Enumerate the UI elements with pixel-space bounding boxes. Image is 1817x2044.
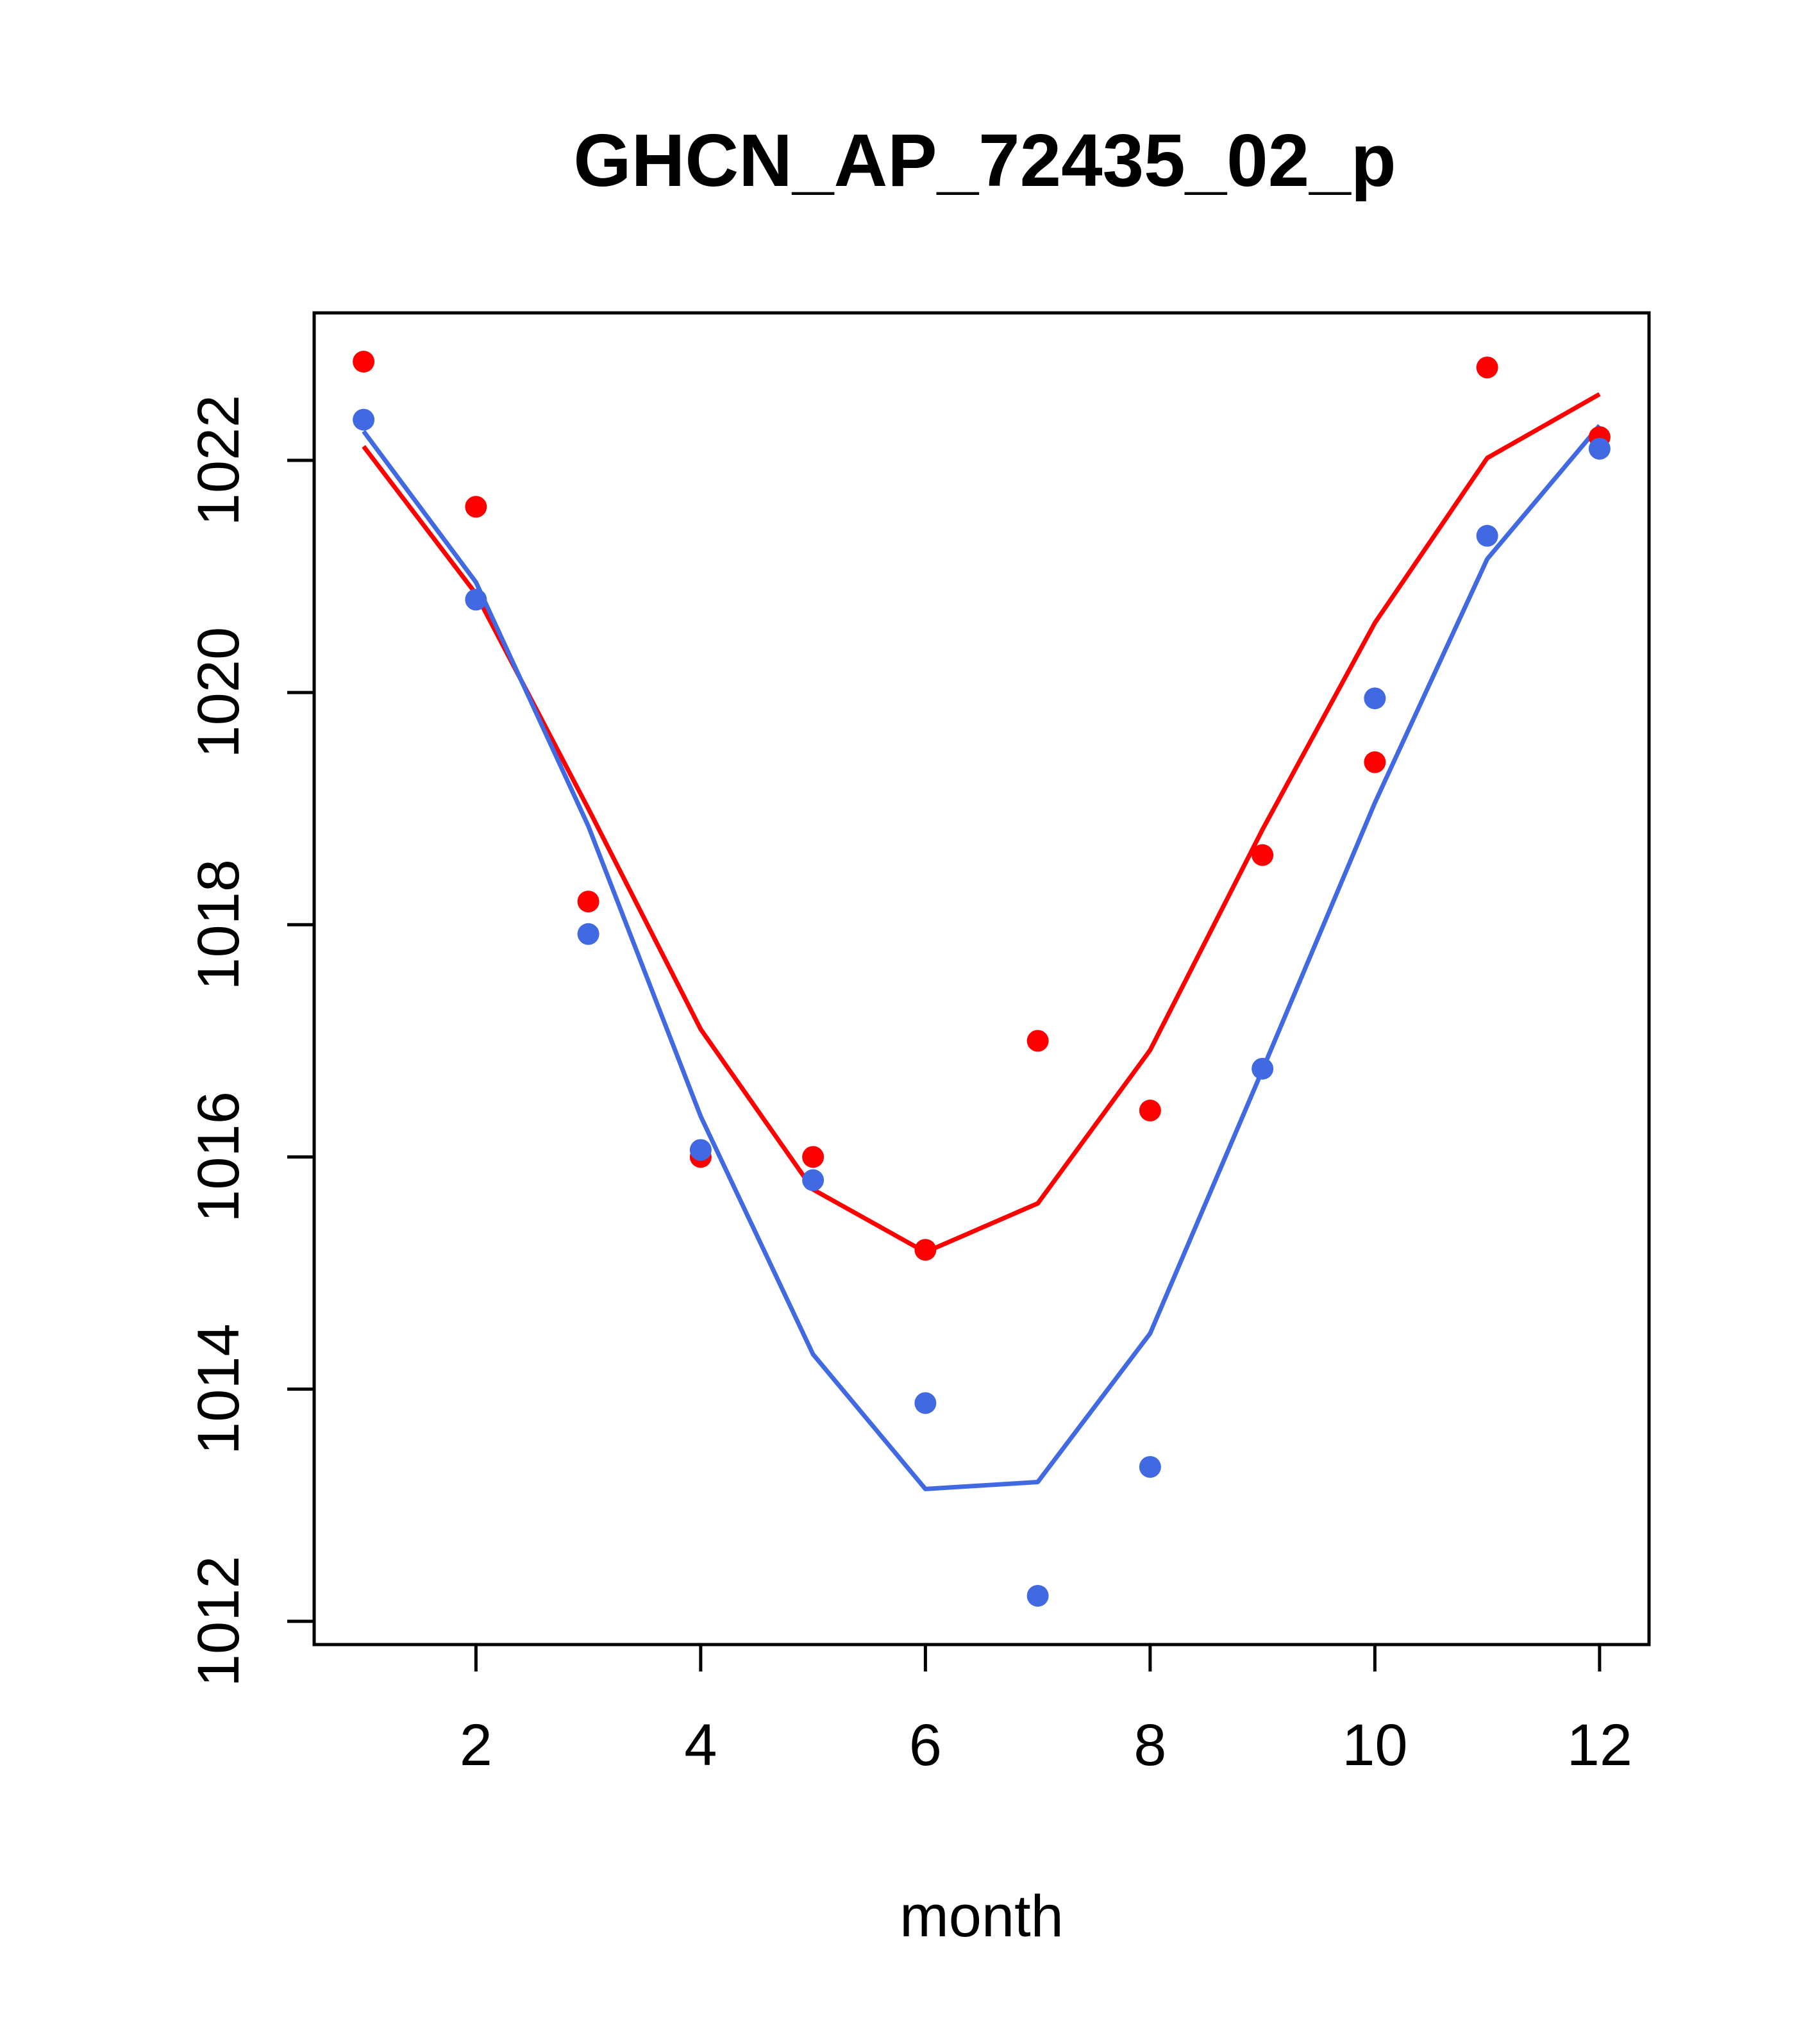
series-red-point — [577, 891, 599, 913]
series-blue-point — [577, 923, 599, 945]
x-tick-label: 2 — [460, 1713, 492, 1778]
x-tick-label: 4 — [684, 1713, 717, 1778]
series-blue-point — [802, 1169, 825, 1191]
series-red-point — [1252, 844, 1274, 866]
x-tick-label: 12 — [1567, 1713, 1632, 1778]
x-tick-label: 10 — [1342, 1713, 1407, 1778]
plot-frame — [312, 311, 1651, 1646]
series-red-point — [465, 496, 487, 518]
series-blue-line — [362, 424, 1602, 1491]
x-axis: 2 4 6 8 10 12 — [460, 1645, 1632, 1778]
series-blue-point — [353, 408, 375, 431]
series-red-point — [353, 351, 375, 373]
series-blue-point — [1026, 1584, 1049, 1607]
series-blue-point — [1588, 437, 1611, 460]
series-red-line — [362, 392, 1601, 1255]
x-tick-label: 8 — [1134, 1713, 1166, 1778]
series-blue-point — [1364, 687, 1386, 710]
series-red-point — [802, 1146, 825, 1168]
series-red-point — [1139, 1100, 1161, 1122]
x-axis-label: month — [900, 1884, 1064, 1949]
series-blue-point — [1476, 524, 1498, 547]
y-tick-label: 1020 — [186, 627, 251, 758]
series-red-point — [1476, 356, 1498, 379]
y-tick-label: 1012 — [186, 1555, 251, 1687]
series-red-point — [1026, 1030, 1049, 1052]
series-blue-point — [1139, 1455, 1161, 1478]
series-layer — [353, 351, 1611, 1607]
y-tick-label: 1014 — [186, 1323, 251, 1455]
y-tick-label: 1022 — [186, 395, 251, 526]
chart-title: GHCN_AP_72435_02_p — [573, 119, 1396, 202]
series-blue-point — [1252, 1057, 1274, 1080]
series-blue-point — [465, 589, 487, 611]
y-axis: 1012 1014 1016 1018 1020 1022 — [186, 395, 314, 1687]
y-tick-label: 1016 — [186, 1091, 251, 1223]
series-blue-point — [689, 1139, 712, 1161]
series-red-point — [1364, 751, 1386, 773]
series-blue-point — [914, 1392, 937, 1414]
series-red-point — [914, 1239, 937, 1261]
x-tick-label: 6 — [909, 1713, 942, 1778]
y-tick-label: 1018 — [186, 859, 251, 991]
